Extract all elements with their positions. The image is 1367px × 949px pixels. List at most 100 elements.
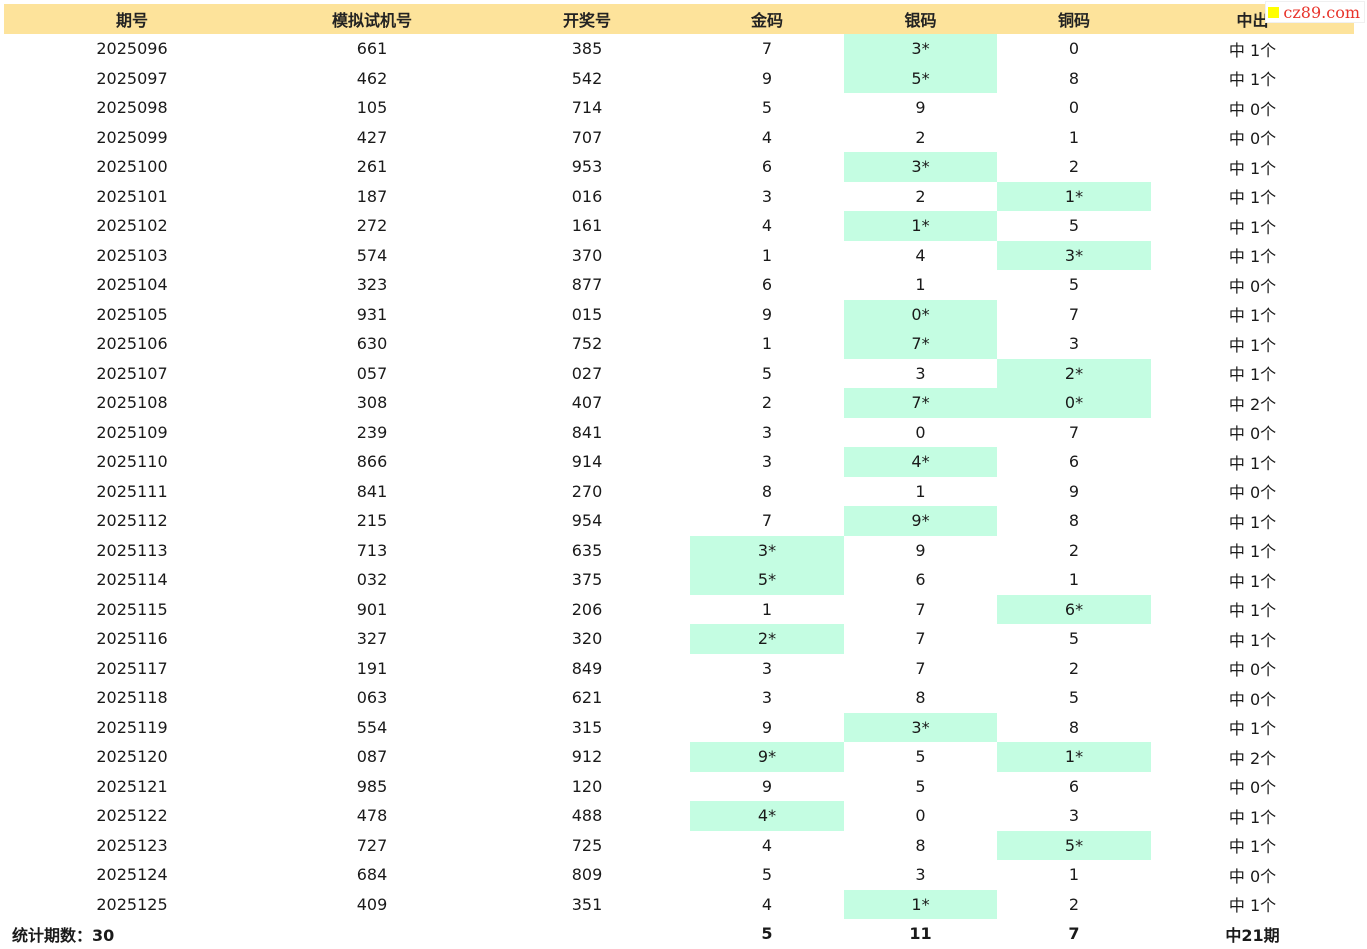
sim-number-cell: 239: [356, 422, 388, 442]
draw-number-cell: 707: [571, 127, 603, 147]
sim-number-cell: 323: [356, 275, 388, 295]
watermark-square-icon: [1268, 6, 1280, 18]
sim-number-cell: 308: [356, 393, 388, 413]
result-cell: 中 1个: [1228, 601, 1277, 621]
bronze-code-cell: 2: [1068, 894, 1080, 914]
result-cell: 中 1个: [1228, 896, 1277, 916]
summary-row: 统计期数：30 5 11 7 中21期: [4, 919, 1354, 948]
sim-number-header: 模拟试机号: [331, 11, 412, 30]
bronze-code-cell: 6: [1068, 452, 1080, 472]
table-row: 2025123 727 725 4 8 5* 中 1个: [4, 830, 1354, 860]
result-cell: 中 0个: [1228, 866, 1277, 886]
draw-number-cell: 953: [571, 157, 603, 177]
draw-number-cell: 016: [571, 186, 603, 206]
table-row: 2025111 841 270 8 1 9 中 0个: [4, 477, 1354, 507]
draw-number-cell: 320: [571, 629, 603, 649]
period-cell: 2025115: [96, 599, 168, 619]
silver-code-cell: 0*: [844, 299, 997, 329]
bronze-code-cell: 3: [1068, 334, 1080, 354]
result-cell: 中 0个: [1228, 483, 1277, 503]
bronze-code-cell: 1*: [997, 181, 1151, 211]
gold-hit-total: 5: [761, 924, 773, 943]
sim-number-cell: 478: [356, 806, 388, 826]
bronze-code-cell: 0: [1068, 98, 1080, 118]
result-cell: 中 2个: [1228, 394, 1277, 414]
draw-number-cell: 877: [571, 275, 603, 295]
gold-code-cell: 3: [761, 452, 773, 472]
draw-number-cell: 120: [571, 776, 603, 796]
table-row: 2025108 308 407 2 7* 0* 中 2个: [4, 388, 1354, 418]
period-cell: 2025098: [96, 98, 168, 118]
bronze-code-cell: 5: [1068, 275, 1080, 295]
gold-code-cell: 1: [761, 599, 773, 619]
draw-number-cell: 027: [571, 363, 603, 383]
draw-number-cell: 752: [571, 334, 603, 354]
silver-code-cell: 8: [915, 688, 926, 708]
silver-code-cell: 9: [915, 540, 926, 560]
bronze-code-cell: 1: [1068, 127, 1080, 147]
bronze-code-header: 铜码: [1057, 11, 1090, 30]
gold-code-cell: 7: [761, 39, 773, 59]
silver-code-cell: 1: [915, 481, 926, 501]
draw-number-cell: 161: [571, 216, 603, 236]
period-cell: 2025116: [96, 629, 168, 649]
gold-code-cell: 4*: [690, 801, 844, 831]
gold-code-cell: 6: [761, 157, 773, 177]
table-row: 2025112 215 954 7 9* 8 中 1个: [4, 506, 1354, 536]
sim-number-cell: 057: [356, 363, 388, 383]
table-row: 2025113 713 635 3* 9 2 中 1个: [4, 535, 1354, 565]
bronze-code-cell: 2: [1068, 157, 1080, 177]
result-cell: 中 1个: [1228, 365, 1277, 385]
draw-number-cell: 849: [571, 658, 603, 678]
period-cell: 2025101: [96, 186, 168, 206]
draw-number-cell: 351: [571, 894, 603, 914]
table-body: 2025096 661 385 7 3* 0 中 1个 2025097 462 542 9 5* 8 中 …: [4, 34, 1354, 919]
result-cell: 中 1个: [1228, 188, 1277, 208]
result-cell: 中 1个: [1228, 837, 1277, 857]
table-row: 2025120 087 912 9* 5 1* 中 2个: [4, 742, 1354, 772]
gold-code-cell: 9: [761, 304, 773, 324]
gold-code-cell: 3: [761, 688, 773, 708]
gold-code-header: 金码: [750, 11, 783, 30]
draw-number-cell: 370: [571, 245, 603, 265]
sim-number-cell: 087: [356, 747, 388, 767]
draw-number-cell: 841: [571, 422, 603, 442]
bronze-code-cell: 7: [1068, 304, 1080, 324]
table-row: 2025122 478 488 4* 0 3 中 1个: [4, 801, 1354, 831]
period-cell: 2025103: [96, 245, 168, 265]
table-row: 2025119 554 315 9 3* 8 中 1个: [4, 712, 1354, 742]
sim-number-cell: 327: [356, 629, 388, 649]
table-row: 2025096 661 385 7 3* 0 中 1个: [4, 34, 1354, 64]
gold-code-cell: 1: [761, 334, 773, 354]
table-row: 2025115 901 206 1 7 6* 中 1个: [4, 594, 1354, 624]
gold-code-cell: 4: [761, 835, 773, 855]
result-cell: 中 0个: [1228, 660, 1277, 680]
draw-number-cell: 488: [571, 806, 603, 826]
result-total: 中21期: [1225, 925, 1280, 945]
gold-code-cell: 3: [761, 422, 773, 442]
period-cell: 2025097: [96, 68, 168, 88]
silver-code-header: 银码: [904, 11, 937, 30]
draw-number-cell: 270: [571, 481, 603, 501]
draw-number-cell: 635: [571, 540, 603, 560]
gold-code-cell: 7: [761, 511, 773, 531]
gold-code-cell: 5*: [690, 565, 844, 595]
result-cell: 中 1个: [1228, 630, 1277, 650]
bronze-code-cell: 5: [1068, 216, 1080, 236]
table-row: 2025106 630 752 1 7* 3 中 1个: [4, 329, 1354, 359]
silver-code-cell: 3*: [844, 152, 997, 182]
silver-code-cell: 3: [915, 363, 926, 383]
sim-number-cell: 630: [356, 334, 388, 354]
result-cell: 中 1个: [1228, 453, 1277, 473]
table-row: 2025124 684 809 5 3 1 中 0个: [4, 860, 1354, 890]
bronze-code-cell: 7: [1068, 422, 1080, 442]
draw-number-cell: 914: [571, 452, 603, 472]
bronze-code-cell: 2: [1068, 658, 1080, 678]
table-header: 期号 模拟试机号 开奖号 金码 银码 铜码 中出: [4, 4, 1354, 34]
sim-number-cell: 574: [356, 245, 388, 265]
gold-code-cell: 5: [761, 98, 773, 118]
silver-code-cell: 9*: [844, 506, 997, 536]
sim-number-cell: 105: [356, 98, 388, 118]
result-cell: 中 0个: [1228, 778, 1277, 798]
sim-number-cell: 191: [356, 658, 388, 678]
